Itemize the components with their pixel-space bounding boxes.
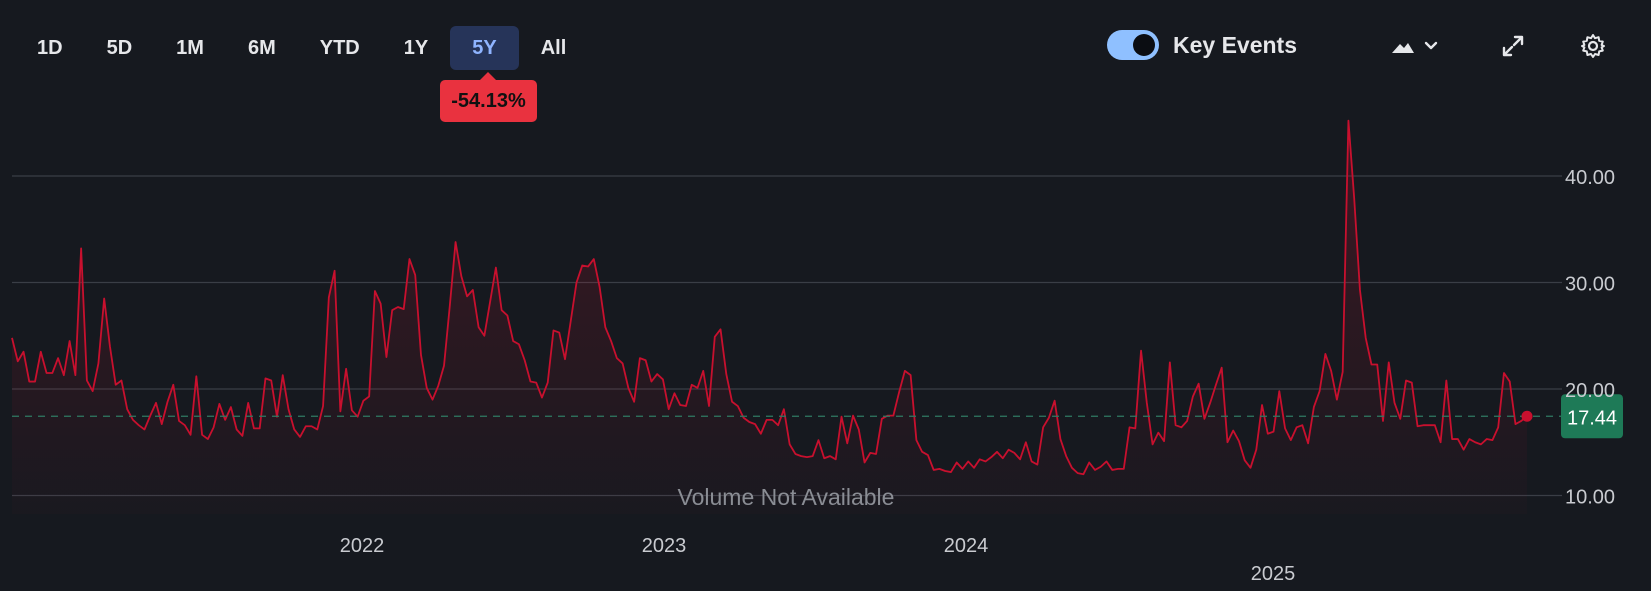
gear-icon	[1581, 34, 1605, 58]
series-line-layer	[11, 119, 1528, 476]
range-tab-ytd[interactable]: YTD	[319, 36, 360, 59]
x-tick-label: 2023	[642, 535, 687, 557]
volume-note: Volume Not Available	[678, 484, 895, 510]
x-tick-label: 2025	[1251, 563, 1296, 585]
current-value-marker	[1521, 410, 1533, 422]
range-tab-1y[interactable]: 1Y	[403, 36, 429, 59]
y-tick-label: 20.00	[1565, 380, 1615, 402]
x-axis: 2022 2023 2024 2025	[340, 535, 1296, 585]
x-tick-label: 2024	[944, 535, 989, 557]
y-tick-label: 30.00	[1565, 274, 1615, 296]
chevron-down-icon	[1424, 41, 1438, 50]
expand-icon	[1502, 35, 1524, 57]
current-value-label: 17.44	[1567, 407, 1617, 429]
expand-button[interactable]	[1498, 30, 1528, 62]
range-tab-5d[interactable]: 5D	[106, 36, 133, 59]
range-tab-all[interactable]: All	[540, 36, 567, 59]
x-tick-label: 2022	[340, 535, 385, 557]
toggle-switch[interactable]	[1107, 30, 1159, 60]
chart-toolbar: 1D 5D 1M 6M YTD 1Y 5Y All -54.13% Key Ev…	[0, 0, 1651, 122]
range-tabs: 1D 5D 1M 6M YTD 1Y 5Y All	[15, 26, 588, 70]
toggle-knob	[1133, 34, 1155, 56]
range-tab-1m[interactable]: 1M	[176, 36, 204, 59]
volume-note-layer: Volume Not Available	[678, 484, 895, 510]
range-tab-1d[interactable]: 1D	[37, 36, 63, 59]
area-fill	[12, 120, 1527, 515]
y-tick-label: 10.00	[1565, 487, 1615, 509]
range-tab-6m[interactable]: 6M	[247, 36, 276, 59]
current-value-layer: 17.44	[12, 394, 1623, 439]
y-axis: 40.00 30.00 20.00 10.00	[1565, 167, 1615, 509]
settings-button[interactable]	[1578, 30, 1608, 62]
key-events-label: Key Events	[1173, 31, 1298, 58]
mountain-chart-icon	[1392, 41, 1438, 53]
range-tab-5y[interactable]: 5Y	[450, 26, 519, 70]
change-badge: -54.13%	[440, 72, 537, 122]
series-line	[11, 119, 1528, 476]
current-value-tag	[1561, 394, 1623, 439]
series-area	[12, 120, 1527, 515]
key-events-toggle[interactable]: Key Events	[1107, 30, 1297, 60]
y-tick-label: 40.00	[1565, 167, 1615, 189]
chart-type-button[interactable]	[1388, 30, 1442, 62]
